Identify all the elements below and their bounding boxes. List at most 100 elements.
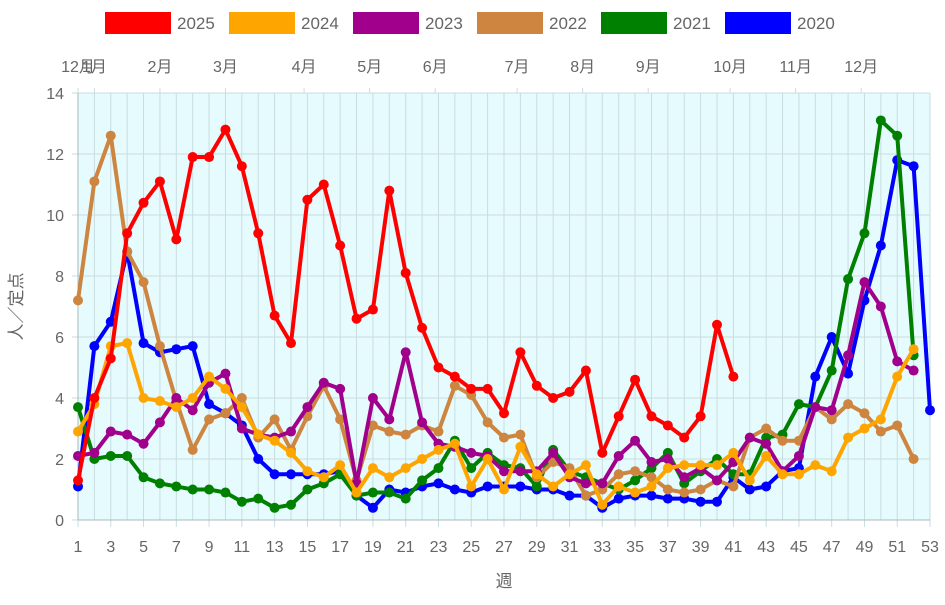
legend-item-2021[interactable]: 2021 [601, 12, 711, 34]
data-point [613, 411, 624, 422]
data-point [187, 393, 198, 403]
legend-label: 2024 [301, 14, 339, 33]
data-point [482, 454, 493, 464]
x-tick-label: 17 [331, 539, 349, 556]
data-point [384, 414, 395, 425]
data-point [826, 365, 837, 376]
data-point [613, 450, 624, 461]
data-point [908, 344, 919, 355]
data-point [236, 423, 247, 434]
y-axis-label: 人／定点 [7, 273, 26, 341]
data-point [286, 338, 296, 349]
month-label: 10月 [713, 59, 747, 76]
data-point [449, 380, 460, 391]
month-label: 4月 [292, 59, 317, 76]
data-point [646, 481, 657, 492]
data-point [204, 414, 215, 425]
legend-label: 2020 [797, 14, 835, 33]
data-point [73, 402, 83, 413]
data-point [744, 475, 755, 486]
data-point [908, 161, 919, 172]
data-point [302, 402, 313, 413]
data-point [810, 402, 821, 413]
legend-item-2022[interactable]: 2022 [477, 12, 587, 34]
legend-item-2020[interactable]: 2020 [725, 12, 835, 34]
data-point [482, 417, 493, 428]
data-point [761, 481, 772, 492]
data-point [138, 197, 149, 208]
data-point [777, 435, 788, 446]
data-point [630, 435, 641, 446]
data-point [154, 176, 165, 187]
data-point [335, 414, 346, 425]
data-point [269, 310, 280, 321]
data-point [662, 420, 673, 431]
data-point [826, 405, 837, 416]
data-point [875, 301, 886, 312]
x-tick-label: 53 [921, 539, 939, 556]
data-point [220, 368, 231, 379]
x-tick-label: 37 [659, 539, 677, 556]
data-point [908, 454, 919, 464]
data-point [662, 463, 673, 474]
legend-item-2025[interactable]: 2025 [105, 12, 215, 34]
data-point [679, 487, 690, 498]
data-point [630, 466, 641, 477]
data-point [515, 429, 526, 440]
grid [72, 92, 931, 521]
x-tick-label: 5 [139, 539, 148, 556]
data-point [630, 374, 641, 385]
legend[interactable]: 2025 2024 2023 2022 2021 2020 [105, 12, 835, 34]
x-tick-label: 45 [790, 539, 808, 556]
legend-item-2023[interactable]: 2023 [353, 12, 463, 34]
legend-swatch [229, 12, 295, 34]
data-point [777, 469, 788, 480]
data-point [712, 496, 722, 507]
data-point [220, 383, 231, 394]
legend-swatch [477, 12, 543, 34]
data-point [679, 460, 690, 471]
data-point [515, 441, 526, 452]
x-axis-label: 週 [496, 572, 513, 591]
x-tick-label: 39 [692, 539, 710, 556]
data-point [449, 484, 460, 495]
data-point [564, 386, 575, 397]
data-point [269, 414, 280, 425]
y-tick-label: 2 [55, 452, 64, 469]
x-tick-label: 23 [430, 539, 448, 556]
data-point [138, 338, 149, 349]
data-point [367, 304, 378, 315]
data-point [236, 393, 247, 403]
x-tick-label: 3 [106, 539, 115, 556]
x-tick-label: 13 [266, 539, 284, 556]
y-tick-label: 6 [55, 330, 64, 347]
data-point [662, 454, 673, 464]
data-point [761, 450, 772, 461]
data-point [171, 402, 182, 413]
x-tick-label: 25 [462, 539, 480, 556]
month-label: 1月 [82, 59, 107, 76]
data-point [892, 420, 903, 431]
data-point [417, 417, 428, 428]
data-point [73, 426, 83, 437]
data-point [253, 454, 264, 464]
data-point [236, 496, 247, 507]
data-point [286, 426, 296, 437]
data-point [597, 447, 608, 458]
data-point [515, 466, 526, 477]
data-point [400, 493, 411, 504]
data-point [712, 475, 722, 486]
legend-item-2024[interactable]: 2024 [229, 12, 339, 34]
data-point [122, 429, 133, 440]
x-tick-label: 11 [234, 539, 251, 556]
data-point [859, 408, 870, 419]
data-point [843, 368, 854, 379]
data-point [892, 356, 903, 367]
data-point [138, 472, 149, 483]
data-point [384, 472, 395, 483]
data-point [138, 393, 149, 403]
data-point [236, 402, 247, 413]
series-2023 [73, 277, 919, 489]
